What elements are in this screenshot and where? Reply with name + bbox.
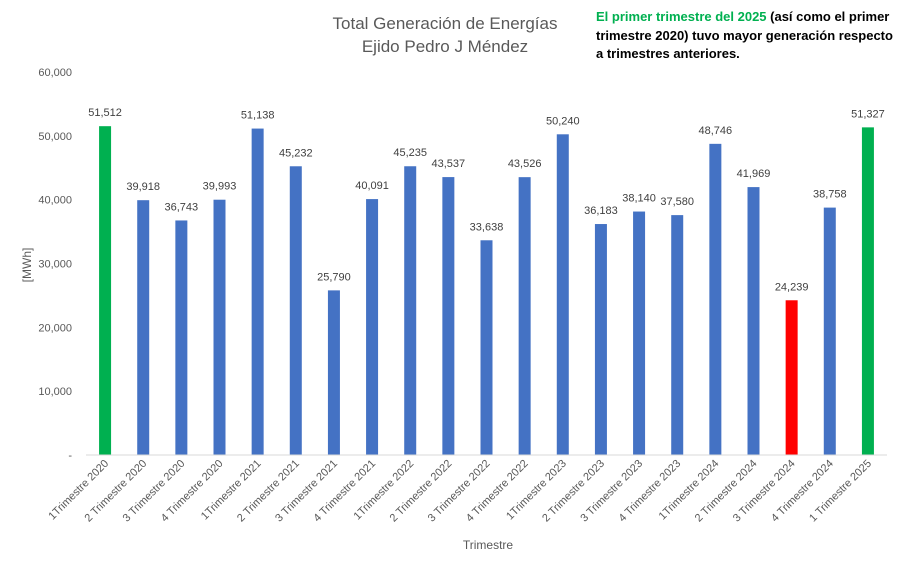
bar <box>518 177 531 455</box>
bar-value-label: 38,758 <box>813 189 847 201</box>
y-tick-label: 10,000 <box>38 386 72 398</box>
bar <box>213 199 226 455</box>
y-axis-title: [MWh] <box>20 248 34 283</box>
bar <box>366 199 379 455</box>
bar <box>747 187 760 455</box>
bar-value-label: 51,327 <box>851 108 885 120</box>
bar <box>137 200 150 455</box>
y-tick-label: 40,000 <box>38 195 72 207</box>
bar-value-label: 51,512 <box>88 107 122 119</box>
bar <box>823 207 836 455</box>
bar-value-label: 45,232 <box>279 147 313 159</box>
bar-value-label: 43,526 <box>508 158 542 170</box>
bar <box>785 300 798 455</box>
y-tick-label: 30,000 <box>38 259 72 271</box>
bar <box>861 127 874 456</box>
bar-value-label: 33,638 <box>470 221 504 233</box>
bar <box>633 211 646 455</box>
bar-value-label: 25,790 <box>317 271 351 283</box>
chart-title-line2: Ejido Pedro J Méndez <box>361 37 529 56</box>
bar <box>289 166 302 455</box>
chart-title-line1: Total Generación de Energías <box>332 14 558 33</box>
y-axis: - 10,000 20,000 30,000 40,000 50,000 60,000 <box>38 67 72 462</box>
y-tick-label: 20,000 <box>38 322 72 334</box>
bar <box>709 143 722 456</box>
bar-value-label: 38,140 <box>622 193 656 205</box>
bar <box>251 128 264 456</box>
bar <box>404 166 417 455</box>
bars-group <box>99 126 874 456</box>
bar-value-label: 50,240 <box>546 115 580 127</box>
bar-value-label: 48,746 <box>699 125 733 137</box>
bar <box>442 177 455 456</box>
bar-value-label: 43,537 <box>432 158 466 170</box>
bar-value-label: 39,918 <box>126 181 160 193</box>
bar-value-label: 41,969 <box>737 168 771 180</box>
y-tick-label: 60,000 <box>38 67 72 79</box>
y-tick-label: - <box>68 450 72 462</box>
bar <box>175 220 188 455</box>
bar-value-label: 36,743 <box>165 201 199 213</box>
value-labels-group: 51,512 39,918 36,743 39,993 51,138 45,232 25,7… <box>88 107 885 293</box>
bar-value-label: 51,138 <box>241 110 275 122</box>
bar-value-label: 37,580 <box>660 196 694 208</box>
bar <box>671 215 684 455</box>
bar-value-label: 39,993 <box>203 181 237 193</box>
annotation-highlight: El primer trimestre del 2025 <box>596 9 767 24</box>
y-tick-label: 50,000 <box>38 131 72 143</box>
bar <box>556 134 569 455</box>
bar <box>99 126 112 455</box>
annotation-text: (así como el primer trimestre 2020) tuvo… <box>596 9 893 61</box>
x-axis-title: Trimestre <box>463 538 514 552</box>
bar-value-label: 24,239 <box>775 281 809 293</box>
bar-value-label: 45,235 <box>393 147 427 159</box>
annotation-box: El primer trimestre del 2025 (así como e… <box>596 8 902 64</box>
bar <box>480 240 493 455</box>
bar <box>594 224 607 455</box>
bar <box>327 290 340 455</box>
bar-value-label: 36,183 <box>584 205 618 217</box>
bar-value-label: 40,091 <box>355 180 389 192</box>
